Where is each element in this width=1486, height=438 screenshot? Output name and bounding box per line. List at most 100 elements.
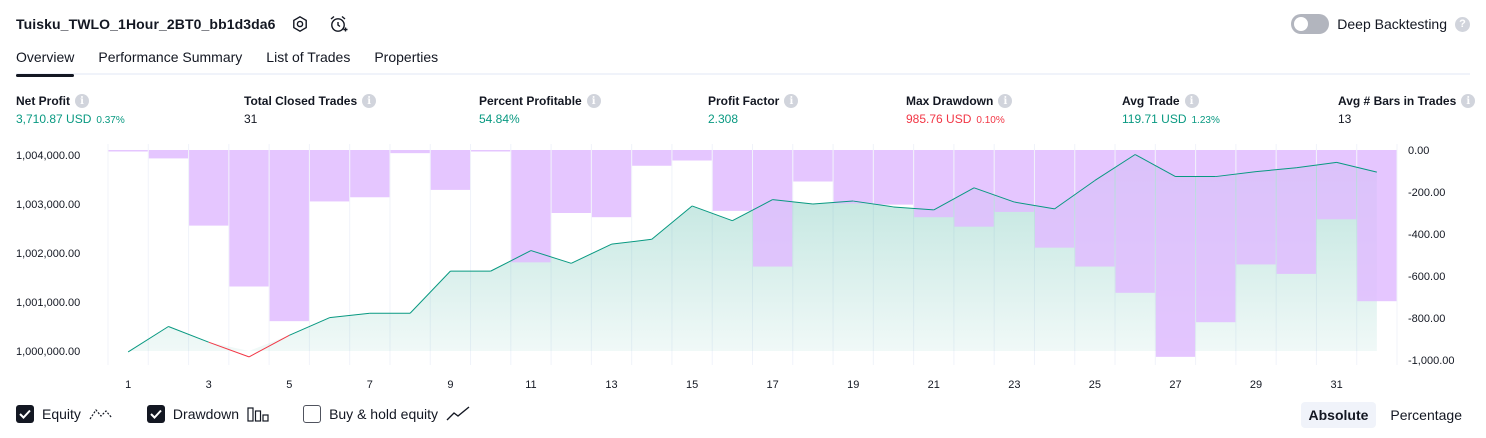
drawdown-bar bbox=[672, 150, 712, 161]
equity-drawdown-chart[interactable]: 1,004,000.00 1,003,000.00 1,002,000.00 1,00… bbox=[0, 140, 1486, 398]
drawdown-bar bbox=[1115, 150, 1155, 293]
right-axis-tick-label: -800.00 bbox=[1408, 313, 1445, 325]
absolute-button[interactable]: Absolute bbox=[1300, 402, 1377, 428]
metric-percent-profitable: Percent Profitable i 54.84% bbox=[479, 92, 601, 128]
drawdown-bar bbox=[1236, 150, 1276, 265]
x-axis-tick-label: 27 bbox=[1169, 379, 1181, 391]
report-tabs: Overview Performance Summary List of Tra… bbox=[16, 46, 1470, 77]
x-axis-tick-label: 3 bbox=[206, 379, 212, 391]
drawdown-bar bbox=[189, 150, 229, 226]
drawdown-bar bbox=[873, 150, 914, 205]
equity-label: Equity bbox=[42, 406, 81, 422]
equity-line-segment bbox=[691, 205, 733, 222]
drawdown-bar bbox=[632, 150, 672, 166]
drawdown-bar bbox=[108, 150, 148, 152]
chart-legend: Equity Drawdown Buy & hold equity bbox=[16, 404, 504, 424]
x-axis-tick-label: 15 bbox=[686, 379, 698, 391]
equity-line-segment bbox=[1014, 201, 1055, 210]
equity-line-segment bbox=[329, 312, 370, 319]
equity-line-segment bbox=[893, 206, 934, 211]
x-axis-tick-label: 23 bbox=[1008, 379, 1020, 391]
metric-value: 985.76 USD bbox=[906, 112, 972, 126]
tab-overview[interactable]: Overview bbox=[16, 46, 75, 77]
drawdown-bar bbox=[1276, 150, 1316, 274]
equity-line-segment bbox=[1134, 154, 1176, 177]
info-icon[interactable]: i bbox=[75, 94, 89, 108]
equity-line-segment bbox=[973, 187, 1015, 203]
left-axis-tick-label: 1,001,000.00 bbox=[16, 297, 80, 309]
equity-line-segment bbox=[289, 317, 330, 336]
settings-icon[interactable] bbox=[286, 12, 314, 36]
equity-checkbox[interactable] bbox=[16, 405, 34, 423]
drawdown-bar bbox=[148, 150, 189, 159]
drawdown-bar bbox=[1196, 150, 1236, 323]
equity-line-segment bbox=[1094, 154, 1136, 181]
metric-label: Total Closed Trades bbox=[244, 94, 358, 108]
x-axis-tick-label: 7 bbox=[367, 379, 373, 391]
right-axis-tick-label: 0.00 bbox=[1408, 145, 1429, 157]
left-axis-tick-label: 1,000,000.00 bbox=[16, 346, 80, 358]
metric-value: 13 bbox=[1338, 112, 1352, 126]
equity-line-segment bbox=[248, 334, 290, 358]
deep-backtesting-toggle[interactable] bbox=[1291, 14, 1330, 34]
info-icon[interactable]: i bbox=[362, 94, 377, 108]
metric-value: 31 bbox=[244, 112, 258, 126]
strategy-header: Tuisku_TWLO_1Hour_2BT0_bb1d3da6 bbox=[16, 12, 352, 36]
drawdown-bar bbox=[833, 150, 873, 204]
right-axis-tick-label: -400.00 bbox=[1408, 229, 1445, 241]
value-mode-switch: Absolute Percentage bbox=[1300, 401, 1471, 429]
drawdown-bar bbox=[269, 150, 309, 322]
help-icon[interactable]: ? bbox=[1455, 16, 1470, 32]
metric-value: 2.308 bbox=[708, 112, 739, 126]
legend-equity[interactable]: Equity bbox=[16, 405, 113, 423]
buy-hold-checkbox[interactable] bbox=[303, 405, 322, 423]
percentage-button[interactable]: Percentage bbox=[1390, 407, 1462, 423]
drawdown-bar bbox=[229, 150, 269, 287]
equity-line-segment bbox=[571, 243, 612, 264]
legend-drawdown[interactable]: Drawdown bbox=[146, 405, 269, 423]
deep-backtesting-label: Deep Backtesting bbox=[1337, 16, 1447, 32]
x-axis-tick-label: 31 bbox=[1330, 379, 1342, 391]
drawdown-checkbox[interactable] bbox=[146, 405, 165, 423]
toggle-knob bbox=[1294, 17, 1309, 31]
drawdown-bar bbox=[511, 150, 551, 263]
legend-buy-hold[interactable]: Buy & hold equity bbox=[303, 405, 470, 423]
drawdown-bar bbox=[753, 150, 793, 267]
drawdown-bar bbox=[471, 150, 511, 152]
alarm-clock-plus-icon[interactable] bbox=[324, 12, 352, 36]
metric-label: Avg Trade bbox=[1122, 94, 1180, 108]
equity-line-segment bbox=[732, 199, 773, 222]
drawdown-bar bbox=[1155, 150, 1196, 357]
right-axis-tick-label: -200.00 bbox=[1408, 187, 1445, 199]
metric-net-profit: Net Profit i 3,710.87 USD 0.37% bbox=[16, 92, 125, 128]
info-icon[interactable]: i bbox=[784, 94, 799, 108]
drawdown-bar bbox=[390, 150, 430, 154]
equity-line-segment bbox=[168, 326, 209, 343]
equity-line-segment bbox=[1054, 180, 1096, 210]
equity-line-segment bbox=[853, 200, 894, 208]
info-icon[interactable]: i bbox=[998, 94, 1013, 108]
x-axis-tick-label: 5 bbox=[286, 379, 292, 391]
equity-line-segment bbox=[208, 341, 250, 358]
info-icon[interactable]: i bbox=[1461, 94, 1476, 108]
x-axis-tick-label: 29 bbox=[1250, 379, 1262, 391]
metric-total-closed-trades: Total Closed Trades i 31 bbox=[244, 92, 377, 128]
x-axis-tick-label: 17 bbox=[767, 379, 779, 391]
equity-line-segment bbox=[1215, 171, 1257, 178]
drawdown-bar bbox=[350, 150, 390, 198]
equity-line-segment bbox=[1255, 167, 1297, 173]
drawdown-bar bbox=[1075, 150, 1115, 267]
equity-line-segment bbox=[409, 270, 451, 314]
metric-max-drawdown: Max Drawdown i 985.76 USD 0.10% bbox=[906, 92, 1013, 128]
tab-performance-summary[interactable]: Performance Summary bbox=[98, 49, 243, 65]
info-icon[interactable]: i bbox=[586, 94, 601, 108]
equity-line-segment bbox=[1296, 161, 1337, 169]
tab-properties[interactable]: Properties bbox=[374, 49, 439, 65]
x-axis-tick-label: 9 bbox=[447, 379, 453, 391]
right-axis-tick-label: -600.00 bbox=[1408, 271, 1445, 283]
equity-line-segment bbox=[530, 250, 572, 264]
info-icon[interactable]: i bbox=[1184, 94, 1199, 108]
metric-profit-factor: Profit Factor i 2.308 bbox=[708, 92, 799, 128]
tab-list-of-trades[interactable]: List of Trades bbox=[266, 49, 351, 65]
drawdown-bars-icon bbox=[247, 407, 269, 422]
